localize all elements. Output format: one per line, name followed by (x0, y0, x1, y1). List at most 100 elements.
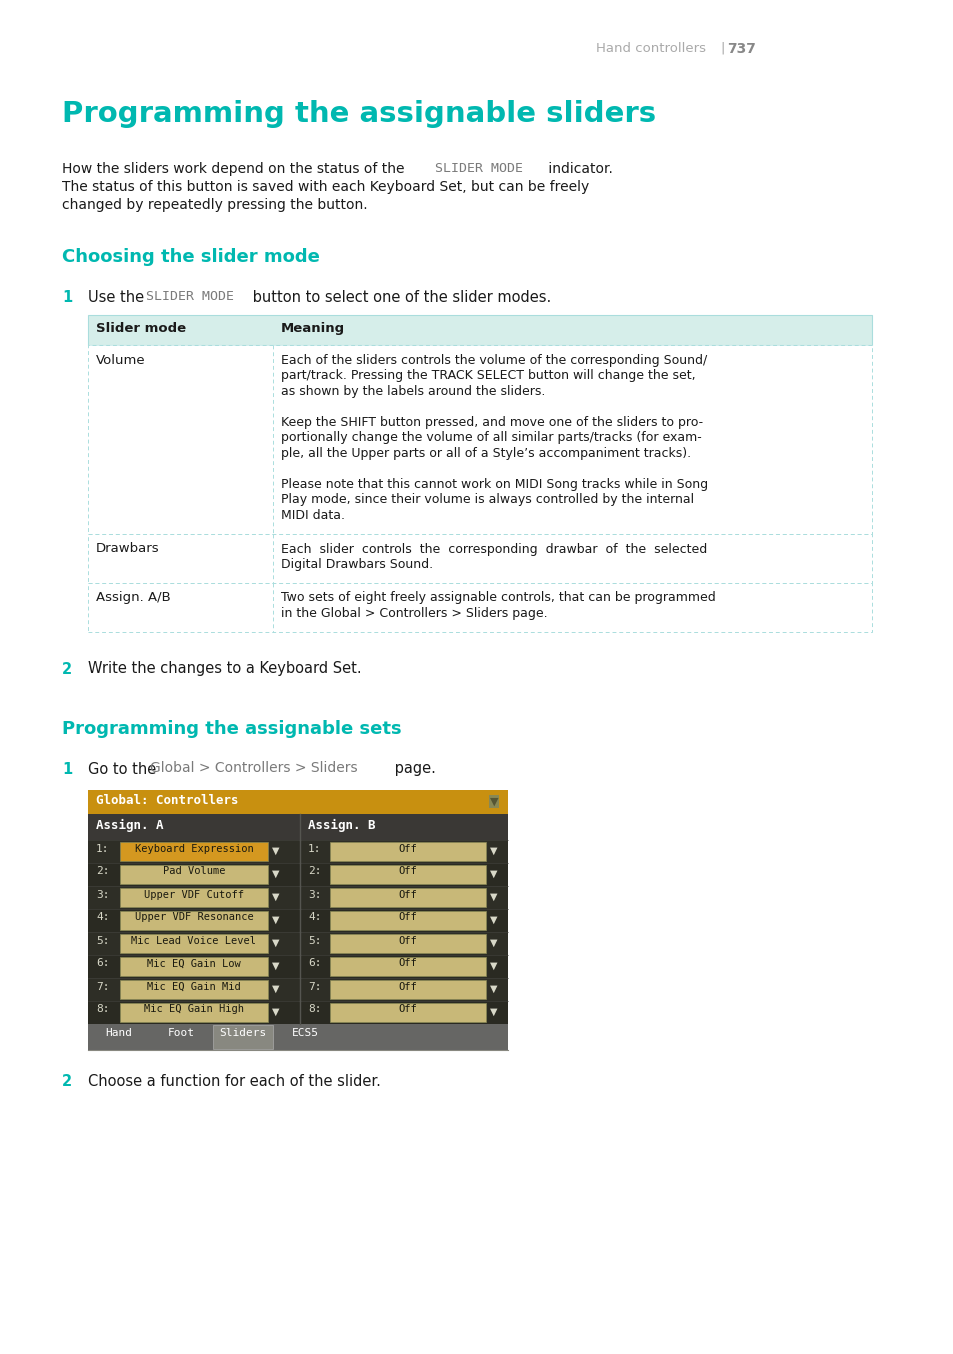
Text: Global > Controllers > Sliders: Global > Controllers > Sliders (150, 761, 357, 776)
Text: Off: Off (398, 959, 416, 968)
Bar (88, 533, 871, 582)
Text: as shown by the labels around the sliders.: as shown by the labels around the slider… (281, 385, 545, 398)
Bar (330, 933, 485, 952)
Text: 2: 2 (62, 1074, 72, 1089)
Text: ▼: ▼ (490, 869, 497, 879)
Text: ▼: ▼ (272, 869, 279, 879)
Bar (88, 978, 507, 1001)
Text: Assign. B: Assign. B (308, 819, 375, 831)
Text: Meaning: Meaning (281, 322, 345, 334)
Text: ▼: ▼ (490, 961, 497, 971)
Bar (88, 814, 507, 839)
Bar (120, 1002, 268, 1021)
Bar (330, 910, 485, 929)
Text: ▼: ▼ (490, 1007, 497, 1017)
Bar (330, 979, 485, 998)
Text: Assign. A: Assign. A (96, 819, 163, 831)
Text: 8:: 8: (96, 1005, 110, 1014)
Text: ▼: ▼ (272, 1007, 279, 1017)
Bar (88, 315, 871, 345)
Text: 1: 1 (62, 761, 72, 776)
Text: 1: 1 (62, 290, 72, 305)
Text: 2:: 2: (308, 867, 321, 876)
Text: 4:: 4: (96, 913, 110, 922)
Bar (88, 789, 507, 814)
Text: Each of the sliders controls the volume of the corresponding Sound/: Each of the sliders controls the volume … (281, 353, 706, 367)
Text: Choose a function for each of the slider.: Choose a function for each of the slider… (88, 1074, 380, 1089)
Text: Mic EQ Gain Low: Mic EQ Gain Low (147, 959, 240, 968)
Text: Programming the assignable sets: Programming the assignable sets (62, 719, 401, 738)
Bar (330, 887, 485, 906)
Bar (120, 887, 268, 906)
Text: 1:: 1: (308, 844, 321, 853)
Text: ▼: ▼ (272, 846, 279, 856)
Text: button to select one of the slider modes.: button to select one of the slider modes… (248, 290, 551, 305)
Text: 5:: 5: (96, 936, 110, 945)
Text: ▼: ▼ (490, 892, 497, 902)
Text: SLIDER MODE: SLIDER MODE (146, 290, 233, 303)
Bar (88, 909, 507, 932)
Text: ECS5: ECS5 (292, 1029, 318, 1039)
Bar (120, 841, 268, 861)
Bar (330, 1002, 485, 1021)
Text: ▼: ▼ (272, 938, 279, 948)
Text: Choosing the slider mode: Choosing the slider mode (62, 248, 319, 265)
Text: The status of this button is saved with each Keyboard Set, but can be freely: The status of this button is saved with … (62, 180, 589, 194)
Text: 6:: 6: (96, 959, 110, 968)
Text: Off: Off (398, 890, 416, 899)
Bar (88, 839, 507, 862)
Text: Assign. A/B: Assign. A/B (96, 592, 171, 604)
Text: Keyboard Expression: Keyboard Expression (134, 844, 253, 853)
Text: ▼: ▼ (490, 846, 497, 856)
Text: ▼: ▼ (272, 984, 279, 994)
Text: Mic Lead Voice Level: Mic Lead Voice Level (132, 936, 256, 945)
Text: Programming the assignable sliders: Programming the assignable sliders (62, 100, 656, 129)
Text: Slider mode: Slider mode (96, 322, 186, 334)
Text: Hand: Hand (106, 1029, 132, 1039)
Text: 737: 737 (726, 42, 755, 56)
Bar (213, 1025, 273, 1048)
Text: SLIDER MODE: SLIDER MODE (435, 162, 522, 175)
Text: 3:: 3: (96, 890, 110, 899)
Text: Upper VDF Resonance: Upper VDF Resonance (134, 913, 253, 922)
Text: ▼: ▼ (272, 961, 279, 971)
Text: ▼: ▼ (490, 915, 497, 925)
Text: Play mode, since their volume is always controlled by the internal: Play mode, since their volume is always … (281, 493, 694, 506)
Text: ▼: ▼ (490, 938, 497, 948)
Text: How the sliders work depend on the status of the: How the sliders work depend on the statu… (62, 162, 409, 176)
Text: Digital Drawbars Sound.: Digital Drawbars Sound. (281, 558, 433, 571)
Bar (120, 933, 268, 952)
Text: ▼: ▼ (490, 984, 497, 994)
Text: 8:: 8: (308, 1005, 321, 1014)
Text: Volume: Volume (96, 353, 146, 367)
Text: Off: Off (398, 844, 416, 853)
Text: 1:: 1: (96, 844, 110, 853)
Text: Off: Off (398, 1005, 416, 1014)
Text: 5:: 5: (308, 936, 321, 945)
Text: ple, all the Upper parts or all of a Style’s accompaniment tracks).: ple, all the Upper parts or all of a Sty… (281, 447, 690, 460)
Text: 2:: 2: (96, 867, 110, 876)
Bar (88, 582, 871, 631)
Text: |: | (720, 42, 723, 56)
Bar (88, 862, 507, 886)
Text: Go to the: Go to the (88, 761, 161, 776)
Bar (330, 956, 485, 975)
Bar (120, 956, 268, 975)
Text: Off: Off (398, 982, 416, 991)
Bar (88, 1024, 507, 1049)
Text: Each  slider  controls  the  corresponding  drawbar  of  the  selected: Each slider controls the corresponding d… (281, 543, 706, 555)
Text: Mic EQ Gain High: Mic EQ Gain High (144, 1005, 244, 1014)
Text: Write the changes to a Keyboard Set.: Write the changes to a Keyboard Set. (88, 662, 361, 677)
Bar (88, 789, 507, 1049)
Text: 2: 2 (62, 662, 72, 677)
Text: Two sets of eight freely assignable controls, that can be programmed: Two sets of eight freely assignable cont… (281, 592, 715, 604)
Text: in the Global > Controllers > Sliders page.: in the Global > Controllers > Sliders pa… (281, 607, 547, 620)
Text: 6:: 6: (308, 959, 321, 968)
Text: 7:: 7: (308, 982, 321, 991)
Bar (120, 979, 268, 998)
Bar (88, 932, 507, 955)
Text: page.: page. (390, 761, 436, 776)
Bar (88, 955, 507, 978)
Text: 3:: 3: (308, 890, 321, 899)
Text: portionally change the volume of all similar parts/tracks (for exam-: portionally change the volume of all sim… (281, 432, 701, 444)
